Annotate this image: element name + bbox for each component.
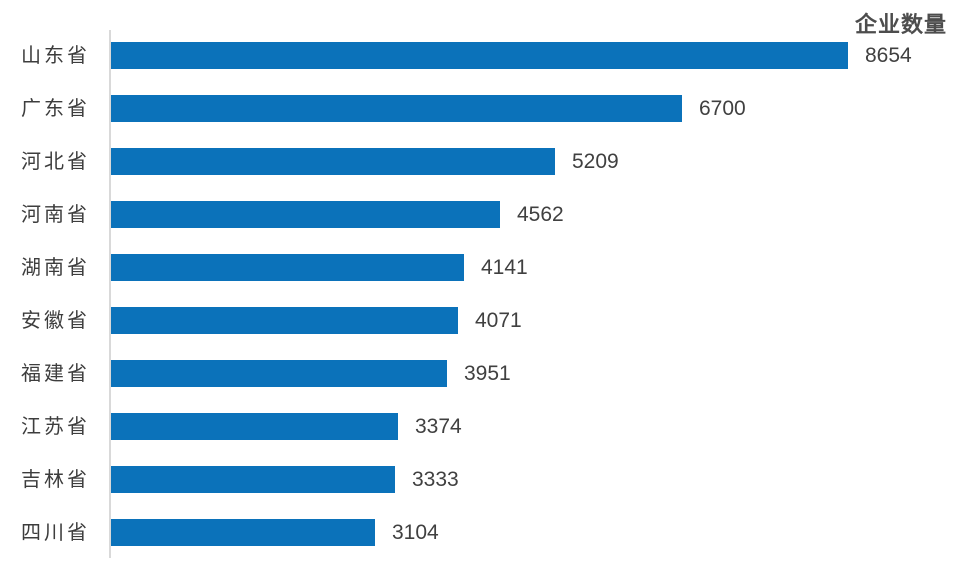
bar-row: 湖南省 4141 bbox=[0, 241, 959, 294]
bar-row: 江苏省 3374 bbox=[0, 400, 959, 453]
bar-row: 河北省 5209 bbox=[0, 135, 959, 188]
category-label: 吉林省 bbox=[21, 467, 90, 491]
plot-area: 山东省 8654 广东省 6700 河北省 5209 河南省 4562 湖南省 4141 安徽省 40… bbox=[0, 29, 959, 559]
value-label: 3104 bbox=[392, 521, 439, 544]
category-label: 山东省 bbox=[21, 43, 90, 67]
chart-title: 企业数量 bbox=[854, 12, 947, 37]
bar-row: 山东省 8654 bbox=[0, 29, 959, 82]
value-label: 8654 bbox=[865, 44, 912, 67]
value-label: 3951 bbox=[464, 362, 511, 385]
bar bbox=[111, 254, 464, 281]
category-label: 四川省 bbox=[21, 520, 90, 544]
value-label: 6700 bbox=[699, 97, 746, 120]
bar bbox=[111, 360, 447, 387]
bar bbox=[111, 95, 682, 122]
value-label: 5209 bbox=[572, 150, 619, 173]
value-label: 4071 bbox=[475, 309, 522, 332]
y-axis-line bbox=[109, 30, 111, 558]
bar-row: 福建省 3951 bbox=[0, 347, 959, 400]
value-label: 4562 bbox=[517, 203, 564, 226]
category-label: 河北省 bbox=[21, 149, 90, 173]
category-label: 湖南省 bbox=[21, 255, 90, 279]
category-label: 河南省 bbox=[21, 202, 90, 226]
bar-row: 河南省 4562 bbox=[0, 188, 959, 241]
bar bbox=[111, 466, 395, 493]
bar bbox=[111, 201, 500, 228]
bar bbox=[111, 148, 555, 175]
bar-row: 广东省 6700 bbox=[0, 82, 959, 135]
bar bbox=[111, 307, 458, 334]
value-label: 4141 bbox=[481, 256, 528, 279]
bar bbox=[111, 519, 375, 546]
bar-row: 安徽省 4071 bbox=[0, 294, 959, 347]
category-label: 安徽省 bbox=[21, 308, 90, 332]
category-label: 福建省 bbox=[21, 361, 90, 385]
bar bbox=[111, 413, 398, 440]
value-label: 3333 bbox=[412, 468, 459, 491]
bar-row: 吉林省 3333 bbox=[0, 453, 959, 506]
category-label: 江苏省 bbox=[21, 414, 90, 438]
value-label: 3374 bbox=[415, 415, 462, 438]
category-label: 广东省 bbox=[21, 96, 90, 120]
bar-row: 四川省 3104 bbox=[0, 506, 959, 559]
bar bbox=[111, 42, 848, 69]
